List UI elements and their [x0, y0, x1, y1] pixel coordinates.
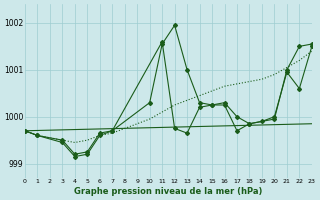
X-axis label: Graphe pression niveau de la mer (hPa): Graphe pression niveau de la mer (hPa) [74, 187, 263, 196]
